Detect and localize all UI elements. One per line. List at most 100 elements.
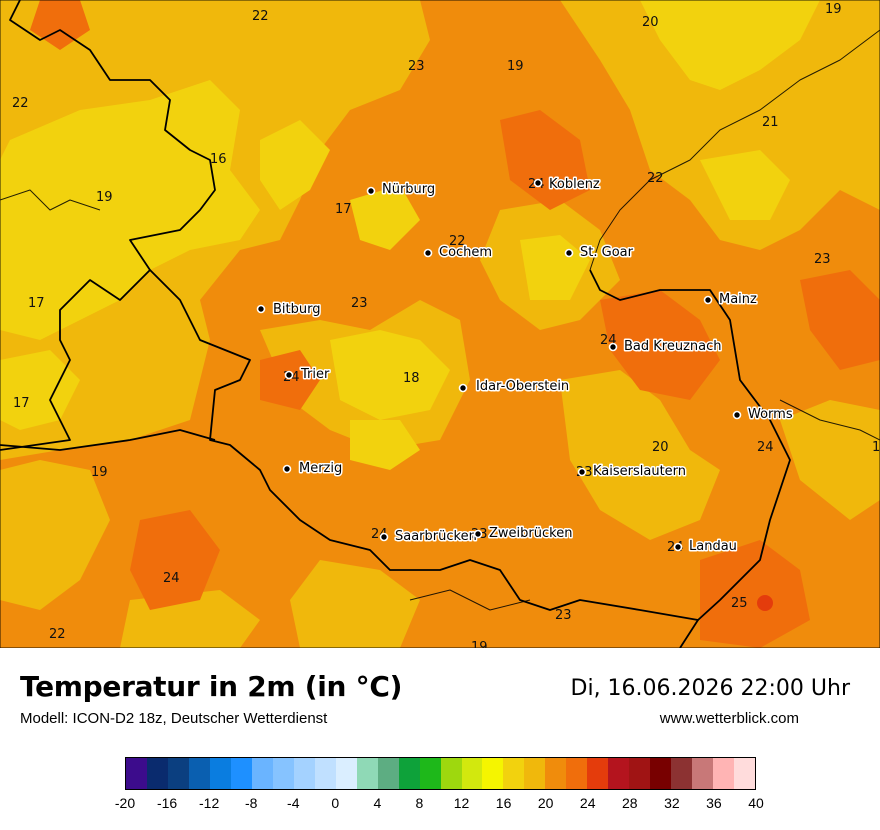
temperature-label: 20 [642, 15, 659, 30]
legend-swatch [210, 758, 231, 789]
legend-swatch [441, 758, 462, 789]
temperature-label: 20 [652, 440, 669, 455]
legend-tick-label: 16 [484, 795, 524, 811]
city-label-landau: Landau [689, 539, 737, 554]
temperature-label: 22 [12, 96, 29, 111]
legend-tick-label: -4 [273, 795, 313, 811]
city-marker [284, 466, 291, 473]
model-info: Modell: ICON-D2 18z, Deutscher Wetterdie… [20, 710, 327, 727]
legend-swatch [252, 758, 273, 789]
city-marker [610, 344, 617, 351]
legend-tick-label: 36 [694, 795, 734, 811]
legend-swatch [189, 758, 210, 789]
legend-swatch [734, 758, 755, 789]
city-label-merzig: Merzig [299, 461, 342, 476]
website-credit: www.wetterblick.com [660, 710, 799, 727]
color-scale-ticks: -20-16-12-8-40481216202428323640 [0, 795, 880, 815]
temperature-label: 22 [647, 171, 664, 186]
temperature-label: 19 [91, 465, 108, 480]
city-label-idar-oberstein: Idar-Oberstein [476, 379, 569, 394]
legend-tick-label: 24 [568, 795, 608, 811]
city-marker [734, 412, 741, 419]
legend-tick-label: 28 [610, 795, 650, 811]
city-marker [566, 250, 573, 257]
legend-tick-label: -8 [231, 795, 271, 811]
temperature-label: 23 [408, 59, 425, 74]
city-label-mainz: Mainz [719, 292, 757, 307]
legend-swatch [629, 758, 650, 789]
temperature-label: 16 [210, 152, 227, 167]
city-marker [675, 544, 682, 551]
city-marker [475, 531, 482, 538]
temperature-label: 24 [757, 440, 774, 455]
legend-swatch [608, 758, 629, 789]
temperature-label: 23 [814, 252, 831, 267]
legend-swatch [671, 758, 692, 789]
temperature-label: 23 [351, 296, 368, 311]
map-title: Temperatur in 2m (in °C) [20, 670, 402, 703]
temperature-label: 19 [96, 190, 113, 205]
temperature-label: 19 [507, 59, 524, 74]
city-marker [460, 385, 467, 392]
city-marker [579, 469, 586, 476]
city-label-cochem: Cochem [439, 245, 492, 260]
city-label-bitburg: Bitburg [273, 302, 321, 317]
temperature-label: 23 [555, 608, 572, 623]
legend-swatch [231, 758, 252, 789]
temperature-label: 17 [335, 202, 352, 217]
city-label-kaiserslautern: Kaiserslautern [593, 464, 686, 479]
temperature-label: 1 [872, 440, 880, 455]
legend-swatch [294, 758, 315, 789]
legend-swatch [482, 758, 503, 789]
city-label-worms: Worms [748, 407, 793, 422]
legend-tick-label: -12 [189, 795, 229, 811]
temperature-label: 17 [13, 396, 30, 411]
city-marker [286, 372, 293, 379]
temperature-label: 19 [471, 640, 488, 648]
legend-swatch [273, 758, 294, 789]
legend-tick-label: 12 [442, 795, 482, 811]
legend-tick-label: 4 [357, 795, 397, 811]
legend-swatch [566, 758, 587, 789]
legend-swatch [524, 758, 545, 789]
legend-tick-label: 20 [526, 795, 566, 811]
city-label-st-goar: St. Goar [580, 245, 634, 260]
legend-tick-label: 0 [315, 795, 355, 811]
temperature-label: 22 [252, 9, 269, 24]
city-label-bad-kreuznach: Bad Kreuznach [624, 339, 722, 354]
city-label-nuerburg: Nürburg [382, 182, 435, 197]
forecast-datetime: Di, 16.06.2026 22:00 Uhr [571, 676, 850, 701]
legend-swatch [503, 758, 524, 789]
temperature-map: 22 20 19 23 19 22 21 16 24 22 19 17 22 2… [0, 0, 880, 648]
legend-tick-label: -16 [147, 795, 187, 811]
legend-swatch [587, 758, 608, 789]
legend-swatch [420, 758, 441, 789]
legend-tick-label: 40 [736, 795, 776, 811]
city-label-saarbruecken: Saarbrücken [395, 529, 477, 544]
map-canvas: 22 20 19 23 19 22 21 16 24 22 19 17 22 2… [0, 0, 880, 648]
temperature-label: 21 [762, 115, 779, 130]
temperature-label: 19 [825, 2, 842, 17]
legend-swatch [462, 758, 483, 789]
city-label-koblenz: Koblenz [549, 177, 600, 192]
legend-swatch [713, 758, 734, 789]
temperature-zone-hot-spot [757, 595, 773, 611]
city-marker [535, 180, 542, 187]
city-marker [425, 250, 432, 257]
legend-swatch [545, 758, 566, 789]
temperature-label: 17 [28, 296, 45, 311]
temperature-label: 18 [403, 371, 420, 386]
legend-swatch [315, 758, 336, 789]
temperature-label: 25 [731, 596, 748, 611]
city-marker [381, 534, 388, 541]
city-label-trier: Trier [300, 367, 330, 382]
city-label-zweibruecken: Zweibrücken [489, 526, 572, 541]
legend-tick-label: 32 [652, 795, 692, 811]
legend-swatch [126, 758, 147, 789]
color-scale-legend [125, 757, 756, 790]
legend-swatch [168, 758, 189, 789]
legend-swatch [399, 758, 420, 789]
legend-tick-label: -20 [105, 795, 145, 811]
temperature-label: 22 [49, 627, 66, 642]
legend-swatch [147, 758, 168, 789]
